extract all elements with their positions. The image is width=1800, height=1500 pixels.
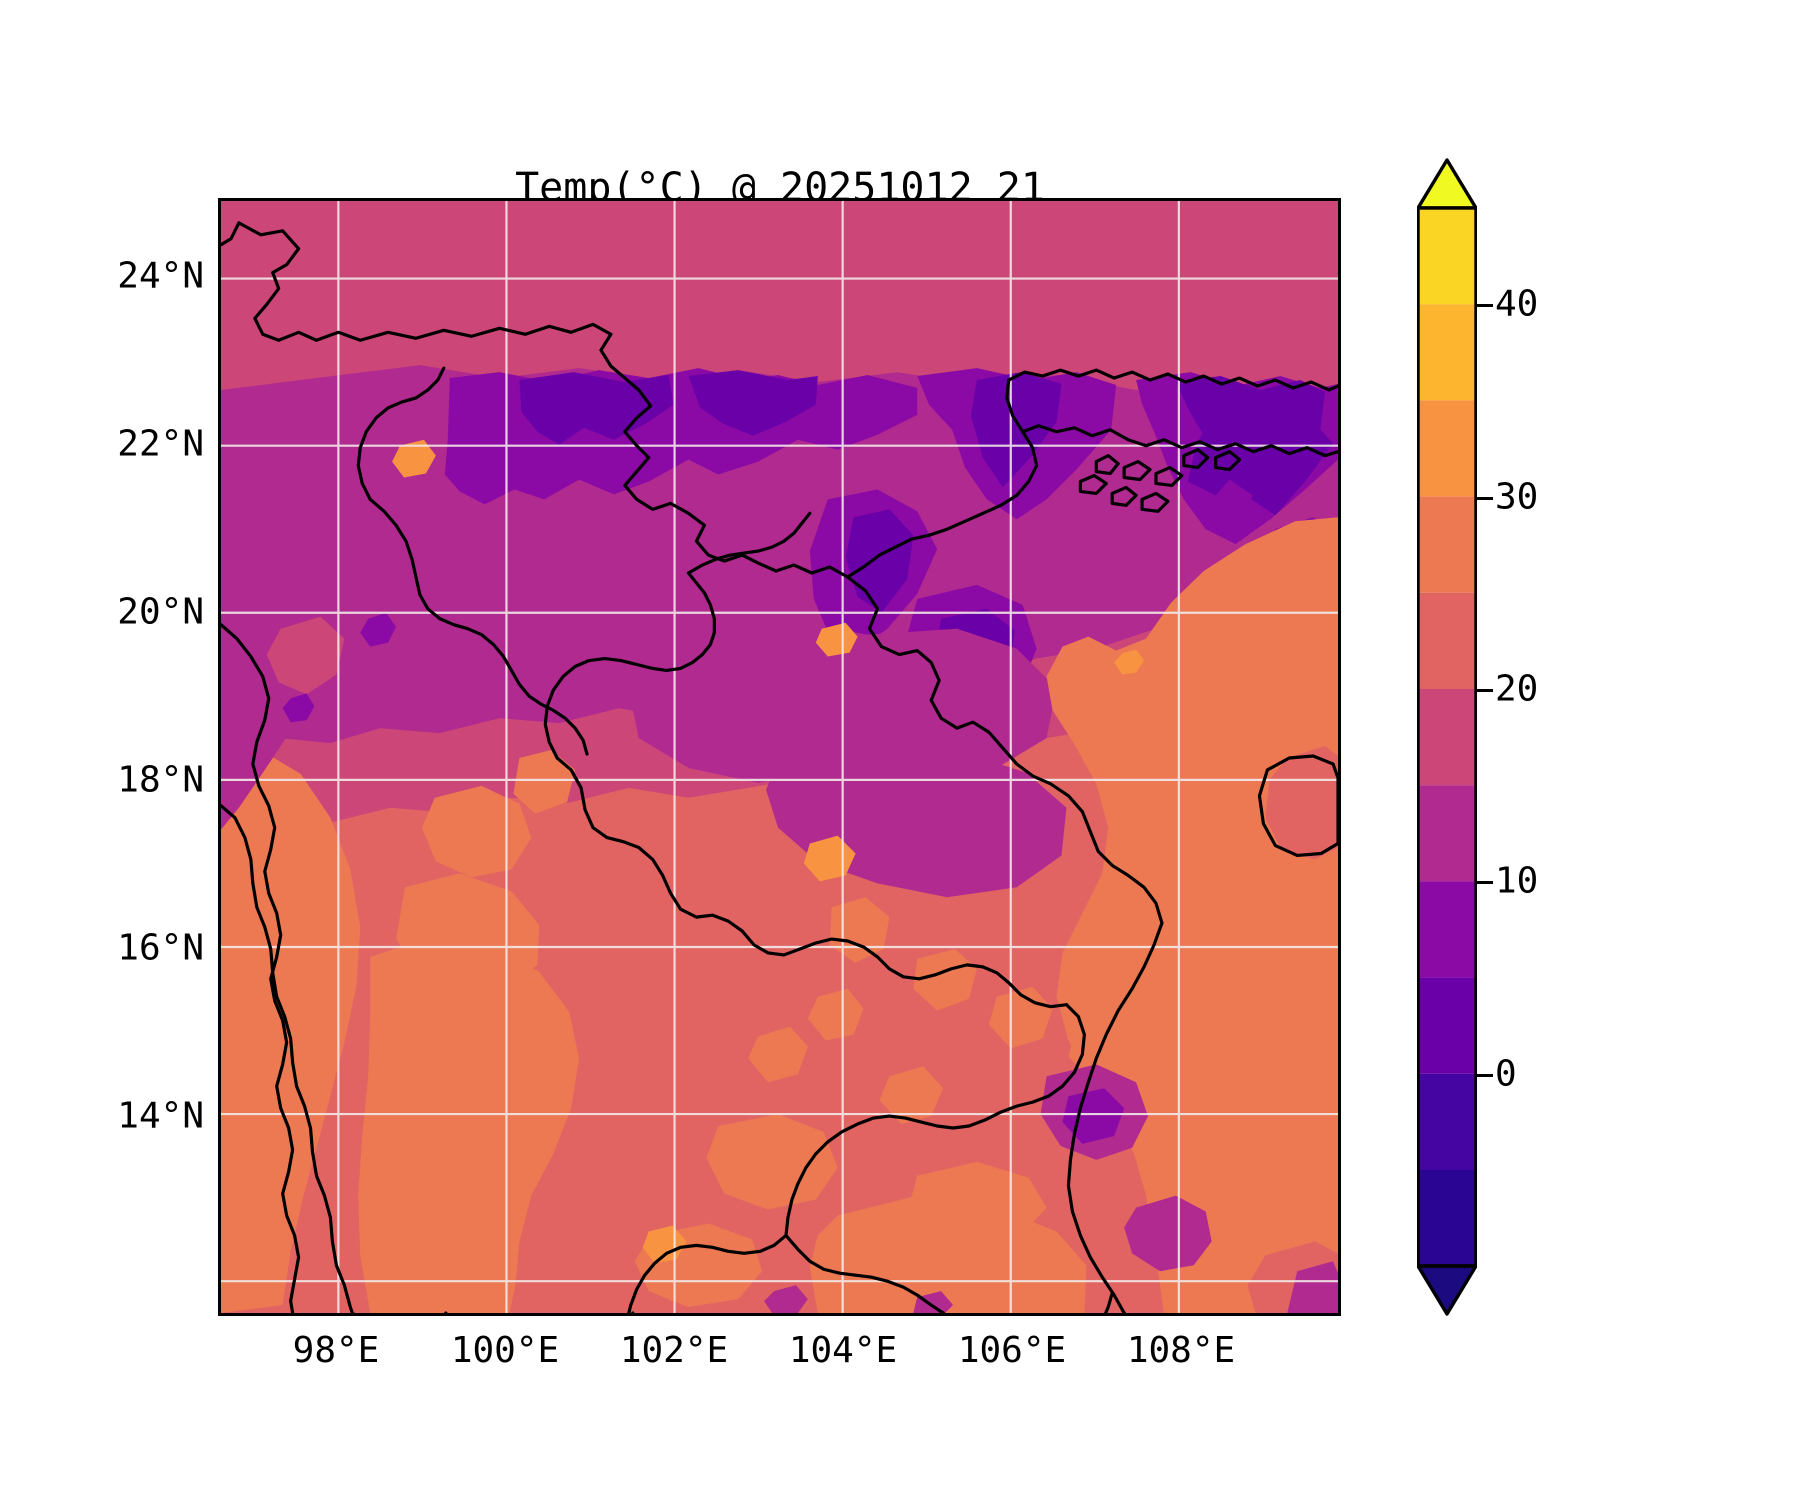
colorbar-tick-label-2: 20	[1495, 668, 1539, 710]
ytick-label-5: 14°N	[117, 1095, 204, 1137]
colorbar-tick-label-1: 30	[1495, 476, 1539, 518]
ytick-label-0: 24°N	[117, 255, 204, 297]
ytick-label-2: 20°N	[117, 591, 204, 633]
colorbar-tick-mark-20	[1477, 689, 1493, 692]
xtick-label-5: 108°E	[1126, 1330, 1236, 1371]
ytick-label-3: 18°N	[117, 759, 204, 801]
colorbar-tick-mark-30	[1477, 497, 1493, 500]
map-plot-area[interactable]	[218, 198, 1341, 1316]
colorbar-tick-mark-0	[1477, 1074, 1493, 1077]
xtick-label-2: 102°E	[619, 1330, 729, 1371]
ytick-label-4: 16°N	[117, 927, 204, 969]
colorbar[interactable]: 40 30 20 10 0	[1417, 152, 1538, 1322]
colorbar-tick-label-0: 40	[1495, 283, 1539, 325]
colorbar-tick-mark-40	[1477, 304, 1493, 307]
xtick-label-3: 104°E	[788, 1330, 898, 1371]
xtick-label-4: 106°E	[957, 1330, 1067, 1371]
xtick-label-1: 100°E	[450, 1330, 560, 1371]
temperature-contour-map	[221, 201, 1338, 1313]
colorbar-gradient	[1417, 158, 1477, 1316]
colorbar-tick-mark-10	[1477, 881, 1493, 884]
colorbar-tick-label-3: 10	[1495, 860, 1539, 902]
xtick-label-0: 98°E	[292, 1330, 380, 1371]
ytick-label-1: 22°N	[117, 423, 204, 465]
colorbar-tick-label-4: 0	[1495, 1053, 1517, 1095]
